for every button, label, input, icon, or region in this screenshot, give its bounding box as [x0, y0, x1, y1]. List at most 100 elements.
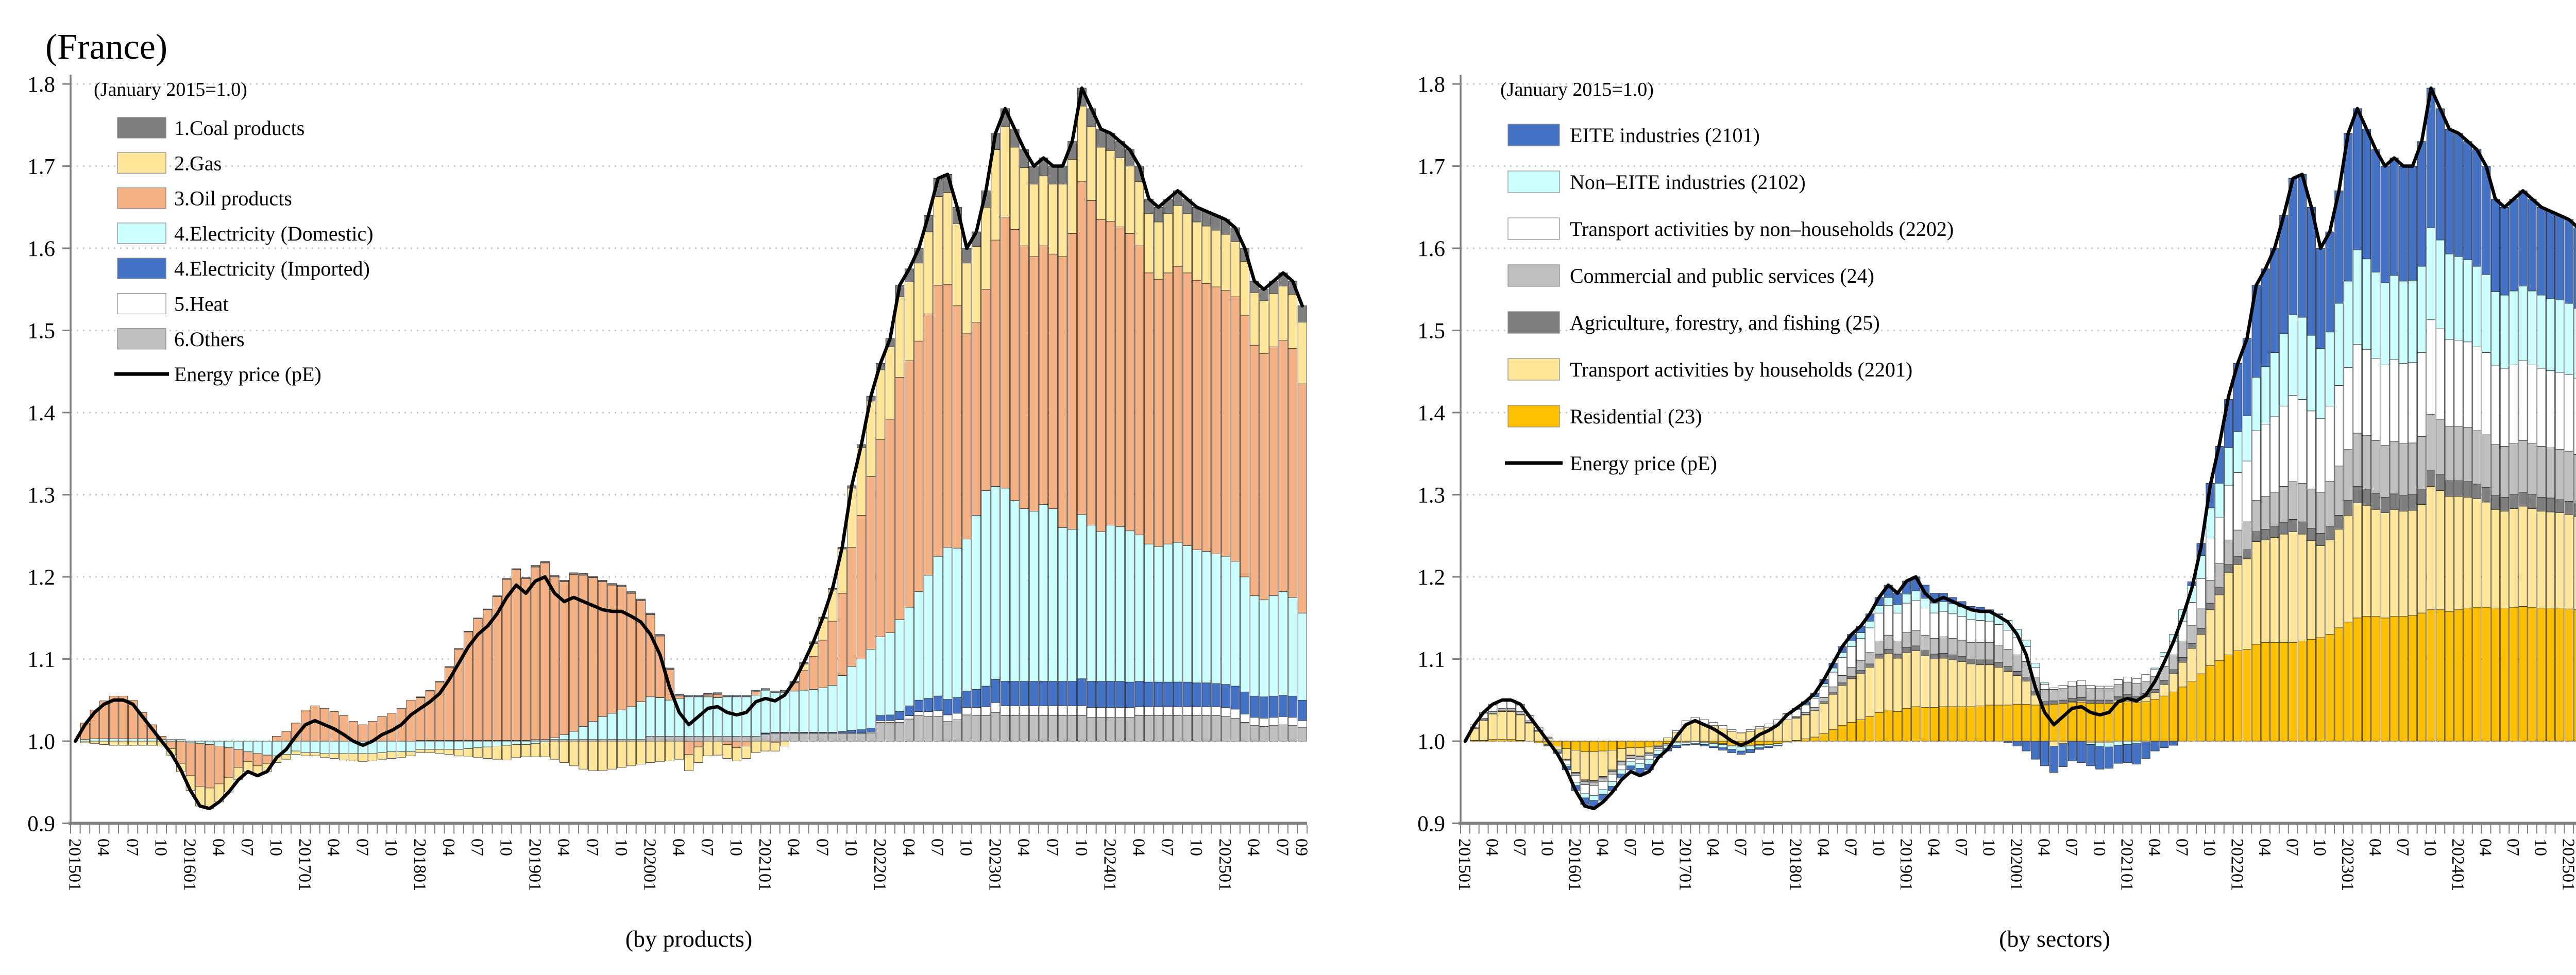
bar-segment [617, 739, 626, 742]
bar-segment [483, 746, 493, 759]
bar-segment [1048, 508, 1058, 681]
bar-segment [272, 736, 281, 742]
bar-segment [2289, 178, 2298, 315]
bar-segment [1571, 741, 1580, 750]
bar-segment [2555, 512, 2564, 608]
bar-segment [809, 689, 818, 732]
bar-segment [2316, 492, 2325, 534]
bar-segment [770, 742, 780, 751]
bar-segment [665, 741, 674, 761]
bar-segment [512, 568, 521, 570]
y-axis-label: 1.4 [1417, 401, 1445, 425]
bar-segment [320, 753, 329, 758]
bar-segment [1902, 647, 1911, 653]
bar-segment [732, 695, 741, 697]
bar-segment [1201, 226, 1211, 284]
bar-segment [2003, 705, 2012, 742]
bar-segment [1077, 678, 1087, 706]
x-axis-label: 201701 [1675, 839, 1694, 891]
bar-segment [2233, 556, 2243, 565]
bar-segment [1792, 717, 1801, 741]
bar-segment [454, 749, 464, 757]
bar-segment [445, 741, 454, 750]
bar-segment [2334, 303, 2344, 386]
bar-segment [2362, 349, 2371, 436]
bar-segment [2270, 526, 2279, 538]
bar-segment [1967, 659, 1976, 664]
bar-segment [2003, 741, 2012, 743]
bar-segment [214, 746, 224, 784]
bar-segment [626, 706, 636, 740]
bar-segment [760, 741, 770, 751]
bar-segment [569, 731, 579, 740]
bar-segment [2362, 259, 2371, 350]
bar-segment [1058, 166, 1067, 184]
x-axis-label: 07 [1841, 839, 1860, 856]
bar-segment [281, 754, 291, 760]
bar-segment [1058, 184, 1067, 257]
bar-segment [2463, 481, 2472, 498]
x-axis-label: 201901 [1896, 839, 1916, 891]
bar-segment [1828, 687, 1838, 693]
products-chart: 0.9 1.0 1.1 1.2 1.3 1.4 1.5 1.6 1.7 1.8 201501 04 07… [27, 73, 1311, 891]
bar-segment [1819, 733, 1828, 742]
bar-segment [1571, 773, 1580, 776]
bar-segment [732, 741, 741, 748]
bar-segment [2454, 609, 2463, 742]
bar-segment [2573, 609, 2576, 742]
bar-segment [2454, 133, 2463, 257]
bar-segment [1764, 741, 1773, 745]
bar-segment [387, 741, 397, 752]
bar-segment [1173, 681, 1182, 707]
bar-segment [2289, 519, 2298, 532]
bar-segment [1154, 221, 1163, 280]
bar-segment [1985, 659, 1994, 665]
bar-segment [646, 612, 655, 615]
bar-segment [205, 744, 214, 789]
bar-segment [1819, 686, 1828, 698]
bar-segment [531, 741, 540, 744]
bar-segment [2371, 492, 2380, 510]
bar-segment [521, 577, 531, 579]
legend-swatch [1507, 124, 1560, 146]
bar-segment [1709, 741, 1718, 743]
x-axis-label: 07 [1731, 839, 1750, 856]
bar-segment [2371, 440, 2380, 493]
bar-segment [1976, 664, 1985, 706]
bar-segment [2334, 385, 2344, 467]
bar-segment [2012, 675, 2022, 705]
bar-segment [1755, 745, 1764, 748]
bar-segment [1134, 245, 1144, 536]
bar-segment [2242, 460, 2251, 522]
x-axis-label: 10 [2090, 839, 2109, 856]
bar-segment [2297, 521, 2307, 535]
bar-segment [2307, 488, 2316, 529]
x-axis-label: 07 [123, 839, 142, 856]
y-axis-label: 0.9 [1417, 812, 1445, 836]
bar-segment [1745, 729, 1755, 732]
bar-segment [943, 721, 953, 742]
bar-segment [2518, 492, 2528, 507]
bar-segment [1985, 705, 1994, 742]
x-axis-label: 04 [899, 839, 918, 856]
energy-price-line [1463, 86, 2576, 811]
legend-label: Transport activities by households (2201… [1570, 358, 1912, 381]
bar-segment [876, 722, 885, 742]
bar-segment [799, 733, 809, 742]
legend-label: Commercial and public services (24) [1570, 264, 1874, 287]
bar-segment [2141, 702, 2150, 742]
bar-segment [521, 741, 531, 745]
bar-segment [473, 618, 483, 619]
bar-segment [1718, 725, 1727, 728]
bar-segment [2389, 509, 2399, 617]
bar-segment [2012, 704, 2022, 742]
bar-segment [2463, 427, 2472, 482]
bar-segment [1911, 706, 1921, 742]
bar-segment [2417, 504, 2427, 613]
bar-segment [1920, 608, 1930, 636]
bar-segment [2040, 682, 2049, 685]
bar-segment [1893, 612, 1902, 641]
bar-segment [2482, 487, 2491, 503]
bar-segment [2160, 680, 2169, 685]
x-axis-label: 04 [2145, 839, 2164, 856]
